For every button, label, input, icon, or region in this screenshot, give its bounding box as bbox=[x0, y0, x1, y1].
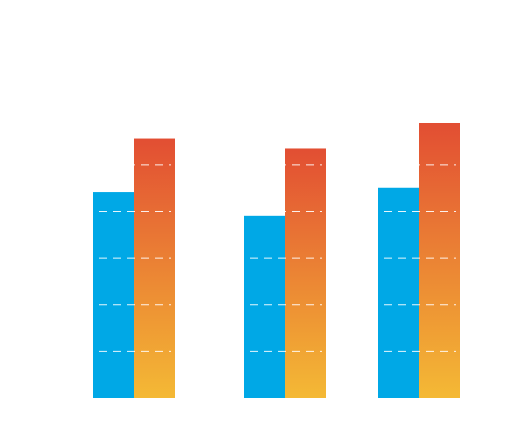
bar-series-2-category-2 bbox=[285, 148, 326, 398]
grid-lines bbox=[99, 164, 456, 352]
bar-series-2-category-1 bbox=[134, 138, 175, 398]
bar-series-1-category-3 bbox=[378, 187, 419, 398]
bar-series-1-category-1 bbox=[93, 192, 134, 398]
bar-series-1-category-2 bbox=[244, 215, 285, 398]
bar-series-2-category-3 bbox=[419, 122, 460, 398]
bars-group bbox=[93, 122, 460, 398]
